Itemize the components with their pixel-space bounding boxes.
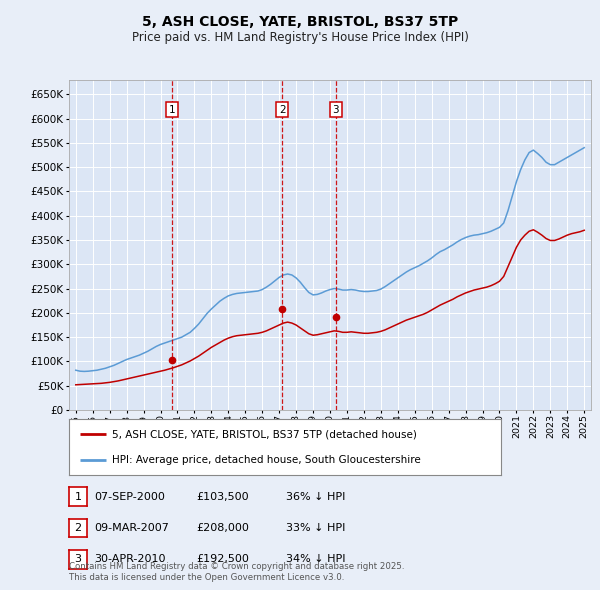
Text: Contains HM Land Registry data © Crown copyright and database right 2025.
This d: Contains HM Land Registry data © Crown c… bbox=[69, 562, 404, 582]
Text: 5, ASH CLOSE, YATE, BRISTOL, BS37 5TP: 5, ASH CLOSE, YATE, BRISTOL, BS37 5TP bbox=[142, 15, 458, 29]
Text: 30-APR-2010: 30-APR-2010 bbox=[94, 555, 166, 564]
Text: £103,500: £103,500 bbox=[196, 492, 249, 502]
Text: £208,000: £208,000 bbox=[196, 523, 249, 533]
Text: 36% ↓ HPI: 36% ↓ HPI bbox=[286, 492, 346, 502]
Text: 09-MAR-2007: 09-MAR-2007 bbox=[94, 523, 169, 533]
Text: 2: 2 bbox=[279, 105, 286, 115]
Text: 34% ↓ HPI: 34% ↓ HPI bbox=[286, 555, 346, 564]
Text: 33% ↓ HPI: 33% ↓ HPI bbox=[286, 523, 346, 533]
Text: HPI: Average price, detached house, South Gloucestershire: HPI: Average price, detached house, Sout… bbox=[112, 455, 421, 465]
Text: 2: 2 bbox=[74, 523, 82, 533]
Text: Price paid vs. HM Land Registry's House Price Index (HPI): Price paid vs. HM Land Registry's House … bbox=[131, 31, 469, 44]
Text: 1: 1 bbox=[74, 492, 82, 502]
Text: £192,500: £192,500 bbox=[196, 555, 249, 564]
Text: 5, ASH CLOSE, YATE, BRISTOL, BS37 5TP (detached house): 5, ASH CLOSE, YATE, BRISTOL, BS37 5TP (d… bbox=[112, 429, 417, 439]
Text: 3: 3 bbox=[74, 555, 82, 564]
Text: 1: 1 bbox=[169, 105, 176, 115]
Text: 3: 3 bbox=[332, 105, 339, 115]
Text: 07-SEP-2000: 07-SEP-2000 bbox=[94, 492, 165, 502]
